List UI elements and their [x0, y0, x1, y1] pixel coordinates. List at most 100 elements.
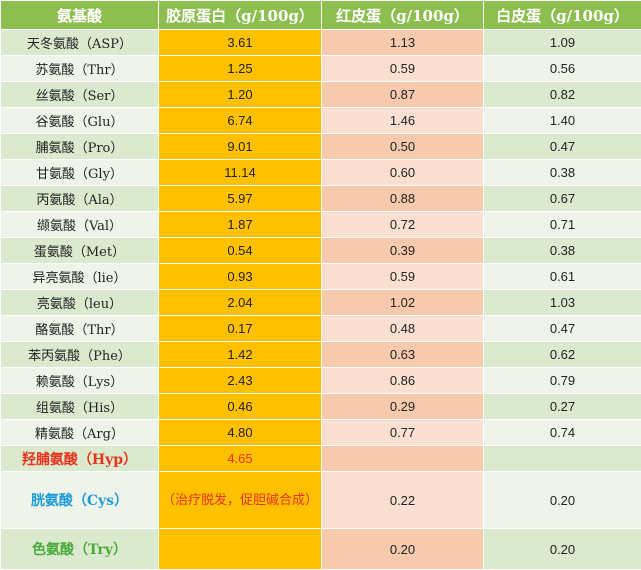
amino-acid-name: 胱氨酸（Cys） [1, 472, 159, 529]
collagen-value: 0.54 [159, 238, 322, 264]
red-egg-value: 0.39 [322, 238, 484, 264]
amino-acid-name: 异亮氨酸（lie） [1, 264, 159, 290]
table-row: 组氨酸（His） 0.46 0.29 0.27 [1, 394, 641, 420]
amino-acid-name: 苏氨酸（Thr） [1, 56, 159, 82]
white-egg-value: 0.27 [484, 394, 641, 420]
amino-acid-name: 组氨酸（His） [1, 394, 159, 420]
red-egg-value [322, 446, 484, 472]
red-egg-value: 0.63 [322, 342, 484, 368]
table-row: 异亮氨酸（lie） 0.93 0.59 0.61 [1, 264, 641, 290]
table-row: 酪氨酸（Thr） 0.17 0.48 0.47 [1, 316, 641, 342]
white-egg-value: 0.47 [484, 316, 641, 342]
collagen-value: 2.43 [159, 368, 322, 394]
table-row-hydroxyproline: 羟脯氨酸（Hyp） 4.65 [1, 446, 641, 472]
header-row: 氨基酸 胶原蛋白（g/100g） 红皮蛋（g/100g） 白皮蛋（g/100g） [1, 1, 641, 30]
red-egg-value: 0.60 [322, 160, 484, 186]
collagen-value: 0.17 [159, 316, 322, 342]
white-egg-value: 0.67 [484, 186, 641, 212]
header-collagen: 胶原蛋白（g/100g） [159, 1, 322, 30]
amino-acid-name: 色氨酸（Try） [1, 529, 159, 570]
header-amino-acid: 氨基酸 [1, 1, 159, 30]
table-row: 甘氨酸（Gly） 11.14 0.60 0.38 [1, 160, 641, 186]
table-row: 丙氨酸（Ala） 5.97 0.88 0.67 [1, 186, 641, 212]
white-egg-value: 0.79 [484, 368, 641, 394]
white-egg-value: 1.09 [484, 30, 641, 56]
red-egg-value: 1.13 [322, 30, 484, 56]
amino-acid-name: 酪氨酸（Thr） [1, 316, 159, 342]
white-egg-value: 0.20 [484, 529, 641, 570]
amino-acid-name: 苯丙氨酸（Phe） [1, 342, 159, 368]
collagen-value: 4.65 [159, 446, 322, 472]
white-egg-value: 0.38 [484, 238, 641, 264]
amino-acid-name: 丙氨酸（Ala） [1, 186, 159, 212]
white-egg-value: 0.71 [484, 212, 641, 238]
collagen-note: （治疗脱发，促胆碱合成） [159, 472, 322, 529]
header-white-egg: 白皮蛋（g/100g） [484, 1, 641, 30]
collagen-value: 1.20 [159, 82, 322, 108]
white-egg-value: 0.61 [484, 264, 641, 290]
amino-acid-name: 谷氨酸（Glu） [1, 108, 159, 134]
collagen-value: 2.04 [159, 290, 322, 316]
amino-acid-name: 蛋氨酸（Met） [1, 238, 159, 264]
red-egg-value: 0.22 [322, 472, 484, 529]
amino-acid-name: 亮氨酸（leu） [1, 290, 159, 316]
collagen-value: 0.46 [159, 394, 322, 420]
red-egg-value: 0.20 [322, 529, 484, 570]
white-egg-value: 0.47 [484, 134, 641, 160]
white-egg-value: 0.38 [484, 160, 641, 186]
table-row: 亮氨酸（leu） 2.04 1.02 1.03 [1, 290, 641, 316]
table-row-tryptophan: 色氨酸（Try） 0.20 0.20 [1, 529, 641, 570]
collagen-value: 4.80 [159, 420, 322, 446]
collagen-value: 9.01 [159, 134, 322, 160]
red-egg-value: 0.87 [322, 82, 484, 108]
amino-acid-name: 丝氨酸（Ser） [1, 82, 159, 108]
collagen-value: 1.87 [159, 212, 322, 238]
red-egg-value: 0.29 [322, 394, 484, 420]
amino-acid-name: 羟脯氨酸（Hyp） [1, 446, 159, 472]
white-egg-value: 0.62 [484, 342, 641, 368]
white-egg-value: 1.40 [484, 108, 641, 134]
red-egg-value: 0.59 [322, 264, 484, 290]
white-egg-value: 0.56 [484, 56, 641, 82]
amino-acid-name: 脯氨酸（Pro） [1, 134, 159, 160]
table-row: 脯氨酸（Pro） 9.01 0.50 0.47 [1, 134, 641, 160]
white-egg-value [484, 446, 641, 472]
table-row: 谷氨酸（Glu） 6.74 1.46 1.40 [1, 108, 641, 134]
amino-acid-name: 缬氨酸（Val） [1, 212, 159, 238]
collagen-value: 3.61 [159, 30, 322, 56]
amino-acid-name: 天冬氨酸（ASP） [1, 30, 159, 56]
collagen-value [159, 529, 322, 570]
red-egg-value: 0.50 [322, 134, 484, 160]
amino-acid-name: 甘氨酸（Gly） [1, 160, 159, 186]
table-row: 丝氨酸（Ser） 1.20 0.87 0.82 [1, 82, 641, 108]
amino-acid-name: 精氨酸（Arg） [1, 420, 159, 446]
table-row-cystine: 胱氨酸（Cys） （治疗脱发，促胆碱合成） 0.22 0.20 [1, 472, 641, 529]
collagen-value: 1.25 [159, 56, 322, 82]
red-egg-value: 0.59 [322, 56, 484, 82]
white-egg-value: 1.03 [484, 290, 641, 316]
red-egg-value: 0.86 [322, 368, 484, 394]
table-row: 缬氨酸（Val） 1.87 0.72 0.71 [1, 212, 641, 238]
red-egg-value: 1.46 [322, 108, 484, 134]
collagen-value: 5.97 [159, 186, 322, 212]
table-row: 蛋氨酸（Met） 0.54 0.39 0.38 [1, 238, 641, 264]
collagen-value: 6.74 [159, 108, 322, 134]
collagen-value: 1.42 [159, 342, 322, 368]
table-row: 赖氨酸（Lys） 2.43 0.86 0.79 [1, 368, 641, 394]
red-egg-value: 0.48 [322, 316, 484, 342]
collagen-value: 0.93 [159, 264, 322, 290]
table-row: 苏氨酸（Thr） 1.25 0.59 0.56 [1, 56, 641, 82]
red-egg-value: 1.02 [322, 290, 484, 316]
red-egg-value: 0.88 [322, 186, 484, 212]
amino-acid-name: 赖氨酸（Lys） [1, 368, 159, 394]
collagen-value: 11.14 [159, 160, 322, 186]
table-row: 苯丙氨酸（Phe） 1.42 0.63 0.62 [1, 342, 641, 368]
table-row: 天冬氨酸（ASP） 3.61 1.13 1.09 [1, 30, 641, 56]
header-red-egg: 红皮蛋（g/100g） [322, 1, 484, 30]
table-row: 精氨酸（Arg） 4.80 0.77 0.74 [1, 420, 641, 446]
red-egg-value: 0.77 [322, 420, 484, 446]
white-egg-value: 0.74 [484, 420, 641, 446]
white-egg-value: 0.82 [484, 82, 641, 108]
red-egg-value: 0.72 [322, 212, 484, 238]
